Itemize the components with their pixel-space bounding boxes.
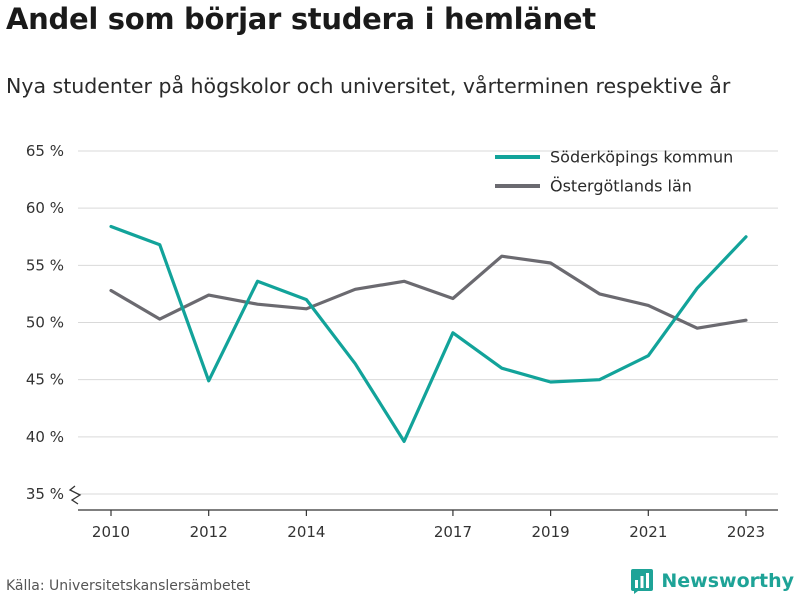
legend-label: Söderköpings kommun xyxy=(550,148,733,167)
x-tick-label: 2010 xyxy=(92,523,130,541)
series-line-1 xyxy=(109,254,748,330)
x-tick-label: 2019 xyxy=(532,523,570,541)
x-tick-label: 2012 xyxy=(190,523,228,541)
line-chart: 35 %40 %45 %50 %55 %60 %65 % 2010 2012 201… xyxy=(26,142,778,541)
x-tick-label: 2014 xyxy=(287,523,325,541)
y-tick-label: 65 % xyxy=(26,142,64,160)
y-tick-label: 50 % xyxy=(26,314,64,332)
x-tick-label: 2017 xyxy=(434,523,472,541)
legend: Söderköpings kommun Östergötlands län xyxy=(495,148,733,196)
axis-break-mark xyxy=(68,485,82,505)
y-tick-label: 60 % xyxy=(26,199,64,217)
x-axis: 2010 2012 2014 2017 2019 2021 2023 xyxy=(78,509,778,541)
brand-name: Newsworthy xyxy=(661,570,794,592)
chart-subtitle: Nya studenter på högskolor och universit… xyxy=(6,74,731,98)
x-tick-label: 2023 xyxy=(727,523,765,541)
y-tick-label: 55 % xyxy=(26,256,64,274)
x-tick-label: 2021 xyxy=(629,523,667,541)
brand-logo: Newsworthy xyxy=(630,568,794,594)
newsworthy-logo-icon xyxy=(631,569,654,594)
gridlines xyxy=(78,150,778,495)
y-tick-label: 40 % xyxy=(26,428,64,446)
series-line-0 xyxy=(109,224,748,443)
series-lines xyxy=(109,224,748,443)
y-tick-label: 45 % xyxy=(26,371,64,389)
legend-label: Östergötlands län xyxy=(550,177,692,196)
chart-title: Andel som börjar studera i hemlänet xyxy=(6,2,596,36)
source-note: Källa: Universitetskanslersämbetet xyxy=(6,578,251,594)
y-axis: 35 % 40 % 45 % 50 % 55 % 60 % 65 % xyxy=(26,142,82,505)
y-tick-label: 35 % xyxy=(26,485,64,503)
